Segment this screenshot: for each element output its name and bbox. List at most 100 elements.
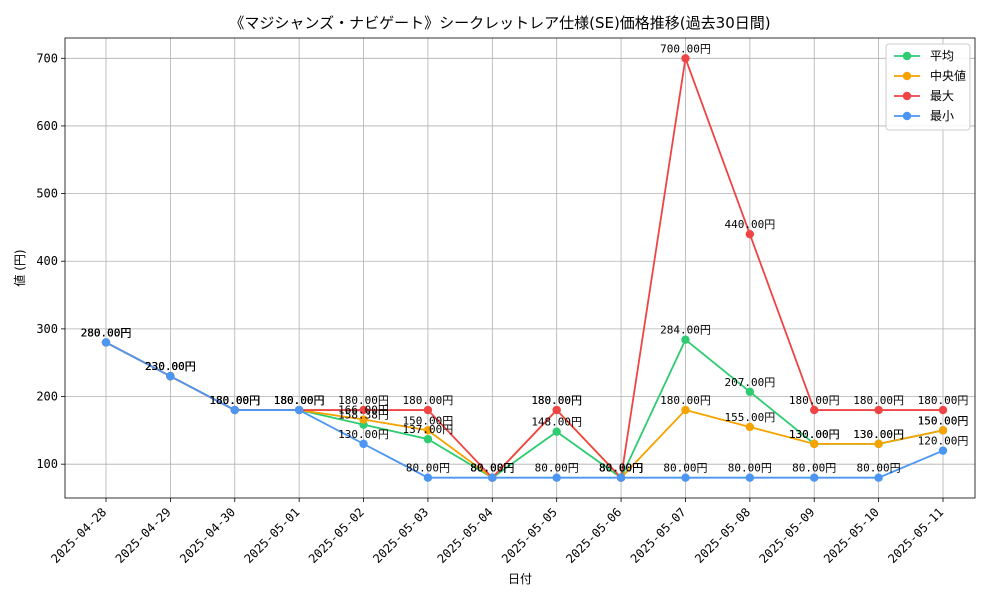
data-label: 180.00円 [531,394,582,407]
y-axis-ticks: 100 200 300 400 500 600 700 [36,51,65,471]
legend-label: 中央値 [930,68,966,83]
chart-title: 《マジシャンズ・ナビゲート》シークレットレア仕様(SE)価格推移(過去30日間) [229,14,770,32]
data-label: 130.00円 [789,428,840,441]
data-point [938,446,948,455]
data-point [359,405,368,415]
data-label: 137.00円 [403,423,454,436]
data-point [745,229,755,239]
data-label: 80.00円 [728,462,772,475]
data-label: 180.00円 [531,394,582,407]
x-tick-label: 2025-04-29 [113,505,174,566]
data-label: 280.00円 [81,326,132,339]
data-label: 80.00円 [599,462,643,475]
x-tick-label: 2025-05-01 [241,505,302,566]
data-point [681,473,690,482]
data-label: 130.00円 [789,428,840,441]
legend-marker [902,51,912,61]
data-label: 230.00円 [145,360,196,373]
data-point [423,405,433,415]
data-point [681,335,690,344]
data-label: 284.00円 [660,324,711,337]
data-point [874,405,883,415]
data-label: 230.00円 [145,360,196,373]
data-point [810,473,819,482]
data-label: 180.00円 [274,394,325,407]
legend-label: 平均 [930,49,954,63]
data-label: 150.00円 [403,414,454,427]
data-label: 130.00円 [853,428,904,441]
x-tick-label: 2025-05-05 [499,505,560,566]
data-point [681,405,690,415]
data-label: 207.00円 [724,376,775,389]
legend-marker [902,71,912,81]
y-tick-label: 700 [36,51,58,65]
data-label: 180.00円 [660,394,711,407]
x-tick-label: 2025-04-30 [177,505,238,566]
x-tick-label: 2025-05-10 [821,505,882,566]
data-label: 280.00円 [81,326,132,339]
data-label: 148.00円 [531,416,582,429]
data-label: 130.00円 [338,428,389,441]
data-point [423,434,433,444]
data-label: 180.00円 [274,394,325,407]
legend-box [885,43,971,131]
data-label: 180.00円 [853,394,904,407]
legend-label: 最大 [930,89,954,103]
data-label: 180.00円 [789,394,840,407]
data-label: 180.00円 [209,394,260,407]
data-label: 166.00円 [338,404,389,417]
data-label: 80.00円 [470,462,514,475]
data-label: 230.00円 [145,360,196,373]
data-label: 80.00円 [857,462,901,475]
data-label: 180.00円 [918,394,969,407]
y-tick-label: 200 [36,390,58,404]
data-label: 280.00円 [81,326,132,339]
legend-label: 最小 [930,109,954,123]
data-label: 80.00円 [599,462,643,475]
x-tick-label: 2025-05-03 [370,505,431,566]
data-label: 120.00円 [918,435,969,448]
x-tick-label: 2025-05-07 [628,505,689,566]
data-label: 80.00円 [599,462,643,475]
data-point [552,405,561,415]
y-tick-label: 400 [36,254,58,268]
data-point [423,426,433,435]
y-tick-label: 600 [36,119,58,133]
x-tick-label: 2025-05-09 [757,505,818,566]
data-point [874,473,883,482]
data-point [423,473,433,482]
y-tick-label: 100 [36,457,58,471]
plot-frame [64,37,976,499]
data-point [938,426,948,435]
data-point [552,427,561,436]
x-axis-ticks: 2025-04-28 2025-04-29 2025-04-30 2025-05-01… [48,498,946,566]
data-point [745,422,755,432]
data-label: 180.00円 [274,394,325,407]
data-point [745,473,755,482]
data-label: 80.00円 [470,462,514,475]
x-tick-label: 2025-05-02 [306,505,367,566]
data-label: 180.00円 [274,394,325,407]
data-point [230,405,239,415]
x-tick-label: 2025-05-06 [563,505,624,566]
data-point [166,372,175,381]
data-label: 180.00円 [403,394,454,407]
data-label: 80.00円 [599,462,643,475]
data-point [616,473,626,482]
x-tick-label: 2025-05-11 [885,505,946,566]
data-point [874,439,883,449]
y-tick-label: 300 [36,322,58,336]
x-tick-label: 2025-04-28 [48,505,109,566]
data-point [359,439,368,449]
data-label: 150.00円 [918,414,969,427]
data-point [681,54,690,63]
data-point [359,415,368,424]
series-layer [101,54,948,482]
y-axis-label: 値 (円) [12,249,27,286]
series-line [105,57,943,480]
x-tick-label: 2025-05-04 [435,505,496,566]
data-labels: 280.00円 230.00円 180.00円 180.00円 158.38円 137.0… [81,42,969,474]
data-point [488,473,497,482]
data-label: 180.00円 [338,394,389,407]
